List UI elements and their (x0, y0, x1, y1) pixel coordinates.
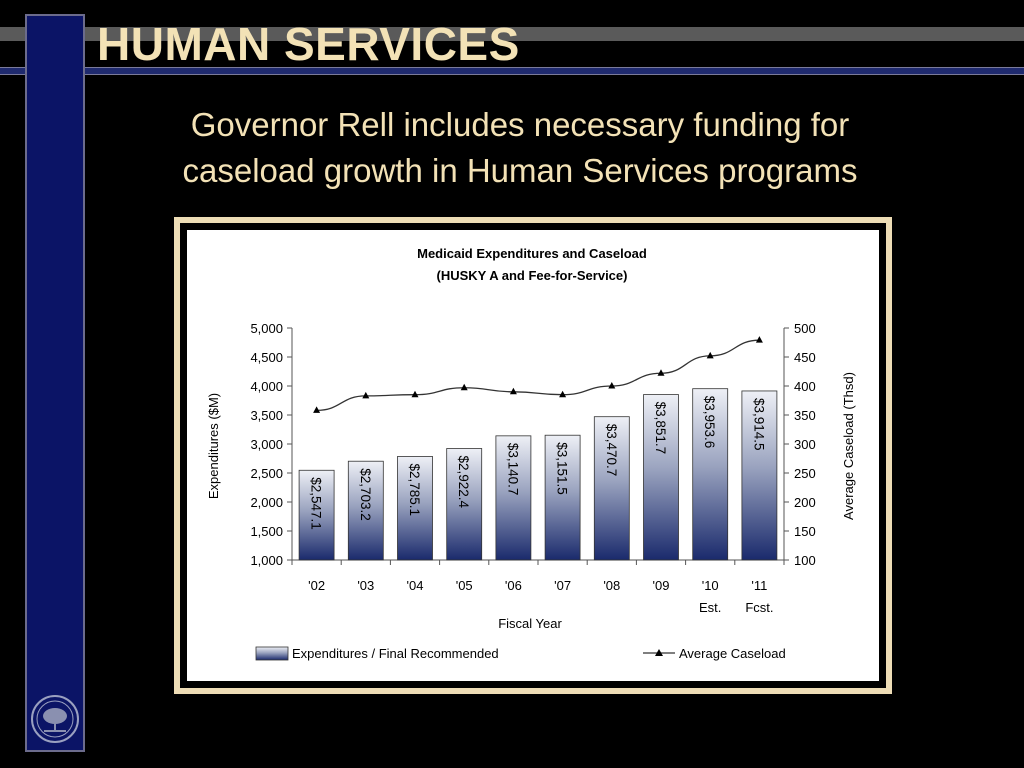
y-right-tick-label: 450 (794, 350, 816, 365)
bar-value-label: $2,922.4 (456, 456, 471, 509)
slide-title: HUMAN SERVICES (97, 18, 520, 70)
x-category-sublabel: Est. (699, 600, 721, 615)
expenditure-bar (692, 388, 729, 561)
caseload-point (559, 390, 567, 398)
y-right-tick-label: 100 (794, 553, 816, 568)
caseload-point (657, 369, 665, 376)
expenditure-bar (397, 456, 433, 561)
y-left-tick-label: 3,500 (250, 408, 283, 423)
plot-area: 1,000 1,500 2,000 2,500 3,000 3,500 4,000 4,500… (250, 321, 815, 615)
x-category-label: '07 (554, 578, 571, 593)
expenditure-bar (495, 435, 532, 561)
caseload-point (706, 351, 714, 359)
bar-value-label: $3,151.5 (555, 442, 570, 495)
caseload-point (755, 336, 763, 343)
x-category-label: '11 (751, 578, 767, 593)
y-right-tick-label: 350 (794, 408, 816, 423)
legend-bar-swatch (255, 646, 289, 661)
y-axis-right-label: Average Caseload (Thsd) (841, 372, 856, 520)
y-right-tick-label: 300 (794, 437, 816, 452)
y-left-tick-label: 1,500 (250, 524, 283, 539)
caseload-point (509, 387, 517, 395)
y-left-tick-label: 4,500 (250, 350, 283, 365)
y-right-tick-label: 400 (794, 379, 816, 394)
expenditure-bar (298, 469, 335, 561)
expenditure-bar (643, 394, 679, 561)
expenditure-bar (347, 460, 384, 561)
slide-subtitle: Governor Rell includes necessary funding… (140, 102, 900, 194)
bar-value-label: $2,703.2 (358, 468, 373, 521)
legend-line-marker (655, 649, 663, 656)
chart-title-line-2: (HUSKY A and Fee-for-Service) (437, 268, 628, 283)
header-rule-gray (0, 27, 1024, 41)
legend: Expenditures / Final Recommended Average… (255, 646, 786, 661)
chart-title-line-1: Medicaid Expenditures and Caseload (417, 246, 647, 261)
x-category-label: '10 (702, 578, 719, 593)
bar-value-label: $3,851.7 (653, 402, 668, 455)
caseload-point (608, 382, 616, 389)
caseload-line (316, 339, 760, 412)
y-left-tick-label: 5,000 (250, 321, 283, 336)
caseload-point (411, 390, 419, 398)
x-category-label: '08 (603, 578, 620, 593)
subtitle-line-1: Governor Rell includes necessary funding… (190, 106, 850, 143)
bar-value-label: $3,140.7 (505, 443, 520, 496)
x-category-label: '04 (407, 578, 424, 593)
x-axis-label: Fiscal Year (498, 616, 562, 631)
side-bar (25, 14, 85, 752)
y-left-tick-label: 2,000 (250, 495, 283, 510)
bar-value-label: $3,470.7 (604, 424, 619, 477)
caseload-point (460, 383, 468, 391)
legend-line-label: Average Caseload (679, 646, 786, 661)
x-category-label: '03 (357, 578, 374, 593)
y-left-tick-label: 1,000 (250, 553, 283, 568)
expenditure-bar (741, 390, 778, 561)
legend-bar-label: Expenditures / Final Recommended (292, 646, 499, 661)
chart-panel: Medicaid Expenditures and Caseload (HUSK… (187, 230, 879, 681)
y-right-tick-label: 200 (794, 495, 816, 510)
header-rule-blue (0, 67, 1024, 75)
y-left-tick-label: 4,000 (250, 379, 283, 394)
bar-value-label: $2,785.1 (407, 463, 422, 516)
chart-frame: Medicaid Expenditures and Caseload (HUSK… (174, 217, 892, 694)
expenditure-bar (593, 416, 630, 561)
bar-value-label: $3,953.6 (702, 396, 717, 449)
x-category-label: '09 (653, 578, 670, 593)
x-category-label: '05 (456, 578, 473, 593)
x-category-label: '06 (505, 578, 522, 593)
y-left-tick-label: 2,500 (250, 466, 283, 481)
y-axis-left-label: Expenditures ($M) (206, 393, 221, 499)
bar-value-label: $2,547.1 (309, 477, 324, 530)
bar-value-label: $3,914.5 (751, 398, 766, 451)
expenditure-bar (446, 448, 483, 561)
subtitle-line-2: caseload growth in Human Services progra… (182, 152, 858, 189)
y-right-tick-label: 500 (794, 321, 816, 336)
x-category-label: '02 (308, 578, 325, 593)
y-right-tick-label: 150 (794, 524, 816, 539)
medicaid-chart: Medicaid Expenditures and Caseload (HUSK… (206, 246, 856, 661)
y-right-tick-label: 250 (794, 466, 816, 481)
state-seal-icon (31, 695, 79, 743)
expenditure-bar (544, 434, 581, 561)
x-category-sublabel: Fcst. (745, 600, 773, 615)
caseload-point (362, 391, 370, 399)
caseload-point (313, 406, 321, 413)
y-left-tick-label: 3,000 (250, 437, 283, 452)
